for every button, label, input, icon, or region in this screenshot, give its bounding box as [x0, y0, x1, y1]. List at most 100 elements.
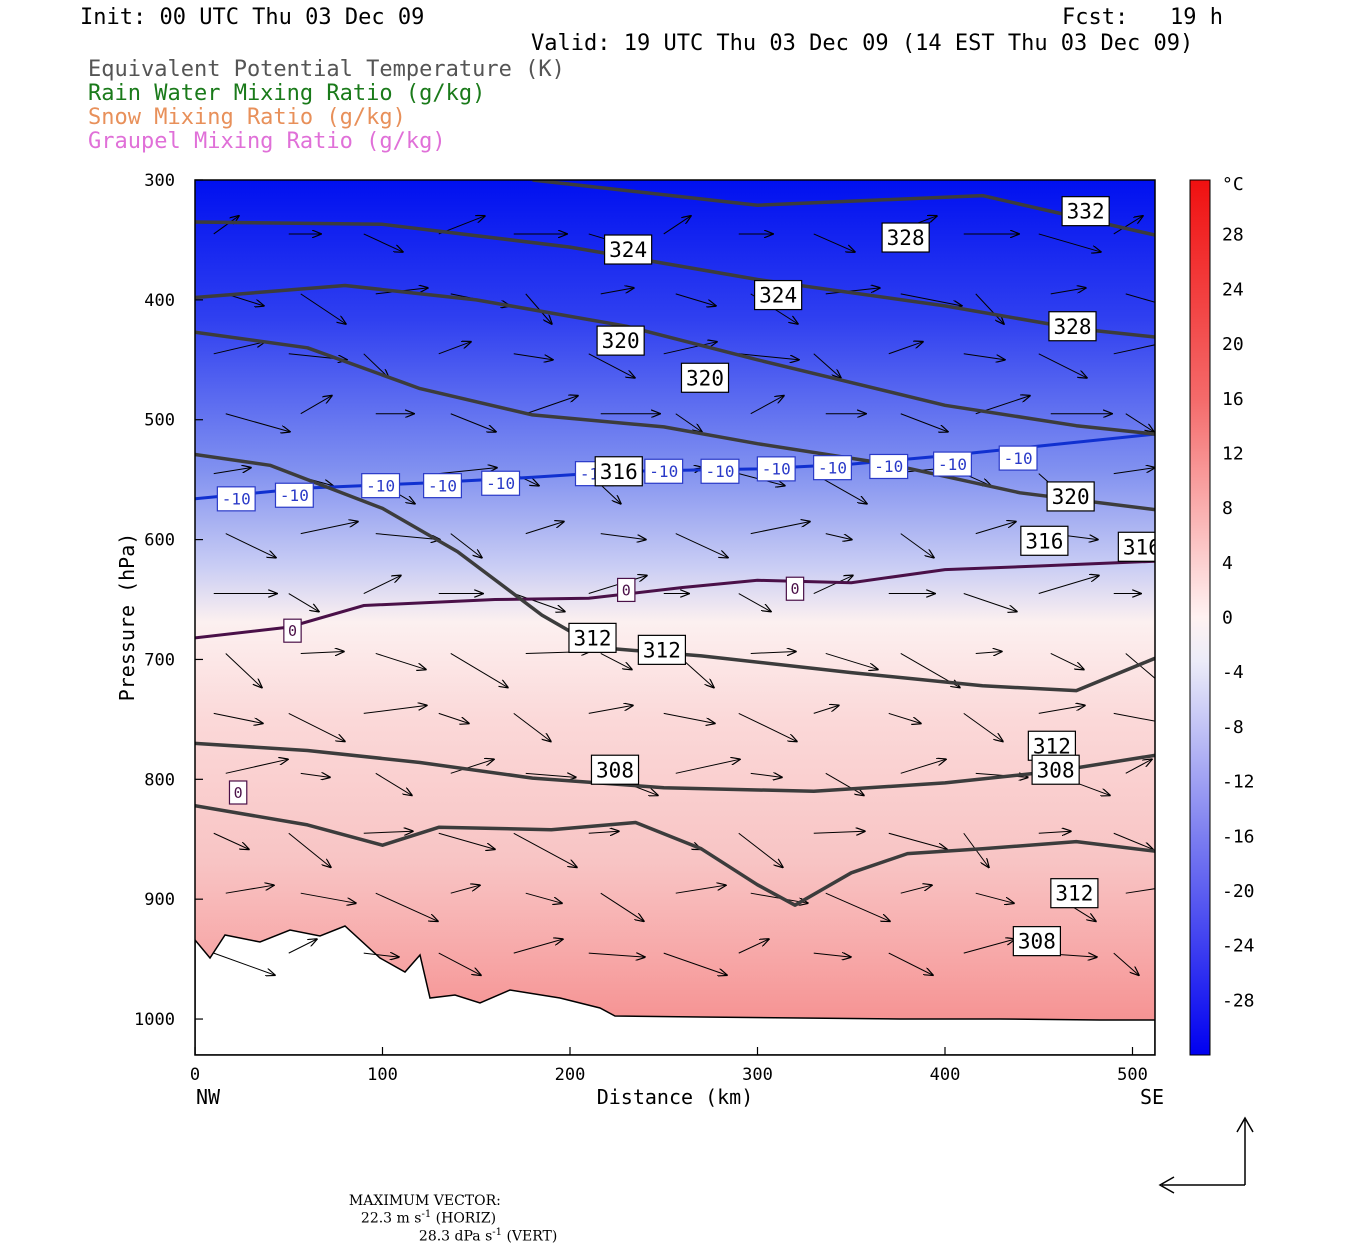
isotherm-label: -10 [938, 455, 967, 474]
wind-vector [825, 652, 878, 669]
colorbar-unit: °C [1222, 174, 1244, 195]
reference-vector-icon [1158, 1116, 1254, 1194]
wind-vector [513, 593, 565, 612]
wind-vector [1113, 344, 1155, 355]
wind-vector [213, 468, 251, 475]
x-tick-label: 400 [930, 1065, 961, 1085]
wind-vector [975, 293, 1004, 324]
wind-vector [363, 953, 399, 957]
wind-vector [225, 653, 262, 687]
y-tick-label: 900 [144, 890, 175, 910]
colorbar-label: -12 [1222, 772, 1255, 793]
theta-e-label-box [637, 634, 687, 665]
theta-e-label: 320 [602, 329, 640, 353]
valid-time: Valid: 19 UTC Thu 03 Dec 09 (14 EST Thu … [531, 31, 1194, 56]
colorbar-label: -16 [1222, 826, 1255, 847]
wind-vector [225, 759, 288, 774]
wind-vector [288, 712, 345, 741]
isotherm-label: -10 [366, 476, 395, 495]
theta-e-label-box [568, 622, 617, 653]
max-vector-label: MAXIMUM VECTOR: [348, 1193, 501, 1209]
wind-vector [300, 892, 356, 903]
isotherm-line [195, 559, 1155, 640]
wind-vector [825, 533, 852, 540]
isotherm-label: -10 [762, 460, 791, 479]
isotherm-label: 0 [234, 784, 243, 802]
theta-e-label: 316 [1025, 529, 1063, 553]
wind-vector [588, 705, 633, 714]
wind-vector [300, 396, 332, 415]
x-endpoint-right: SE [1140, 1085, 1164, 1109]
wind-vector [750, 651, 796, 653]
legend-snow: Snow Mixing Ratio (g/kg) [88, 105, 406, 130]
colorbar-label: -24 [1222, 936, 1255, 957]
x-tick-label: 200 [555, 1065, 586, 1085]
theta-e-label-box [594, 456, 643, 487]
theta-e-contour [195, 283, 1155, 436]
wind-vector [900, 533, 934, 558]
wind-vector [375, 652, 426, 669]
wind-vector [600, 653, 632, 669]
theta-e-label-box [1117, 531, 1155, 562]
wind-vector [1038, 353, 1087, 378]
wind-vector [963, 593, 1017, 612]
wind-vector [1050, 288, 1086, 295]
wind-vector [813, 831, 865, 833]
theta-e-label: 316 [600, 460, 638, 484]
wind-vector [963, 353, 1005, 360]
colorbar-label: 16 [1222, 389, 1244, 410]
wind-vector [663, 342, 717, 355]
wind-vector [363, 353, 389, 378]
wind-vector [438, 468, 497, 475]
legend-theta-e: Equivalent Potential Temperature (K) [88, 57, 565, 82]
wind-vector [513, 832, 577, 867]
wind-vector [1125, 413, 1154, 432]
wind-vector [450, 533, 482, 558]
y-tick-label: 1000 [134, 1010, 175, 1030]
theta-e-label-box [1020, 525, 1069, 556]
wind-vector [1113, 952, 1139, 975]
wind-vector [288, 593, 319, 612]
colorbar-label: 24 [1222, 279, 1244, 300]
colorbar-label: 20 [1222, 334, 1244, 355]
wind-vector [1125, 653, 1155, 679]
vert-exp: -1 [492, 1226, 503, 1238]
wind-vector [588, 831, 619, 833]
theta-e-label-box [680, 362, 730, 393]
wind-vector [813, 233, 855, 252]
wind-vector [675, 413, 702, 432]
isotherm-label: 0 [622, 581, 631, 599]
isotherm-label: -10 [486, 474, 515, 493]
theta-e-label-box [603, 234, 653, 265]
init-time: Init: 00 UTC Thu 03 Dec 09 [80, 5, 425, 30]
isotherm-label: -10 [706, 462, 735, 481]
wind-vector [663, 952, 727, 975]
wind-vector [900, 413, 948, 432]
wind-vector [525, 522, 564, 535]
wind-vector [813, 705, 839, 714]
isotherm-label-box [423, 473, 462, 499]
colorbar-label: -4 [1222, 662, 1244, 683]
theta-e-contour [195, 741, 1155, 794]
wind-vector [213, 952, 275, 975]
isotherm-label: -10 [280, 486, 309, 505]
wind-vector [363, 233, 403, 252]
wind-vector [813, 953, 851, 957]
theta-e-label: 332 [1067, 200, 1105, 224]
y-tick-label: 500 [144, 411, 175, 431]
wind-vector [675, 759, 740, 774]
theta-e-label: 308 [596, 758, 634, 782]
wind-vector [1050, 653, 1084, 669]
wind-vector [525, 293, 552, 324]
wind-vector [1038, 576, 1099, 595]
theta-e-label-box [596, 325, 645, 356]
wind-vector [438, 342, 471, 355]
isotherm-label: -10 [818, 458, 847, 477]
wind-vector [600, 533, 646, 540]
theta-e-contour [195, 803, 1155, 907]
isotherm-label: -10 [874, 457, 903, 476]
wind-vector [225, 533, 276, 558]
plot-background [195, 180, 1155, 1055]
theta-e-label-box [1050, 878, 1099, 909]
wind-vector [213, 832, 249, 849]
